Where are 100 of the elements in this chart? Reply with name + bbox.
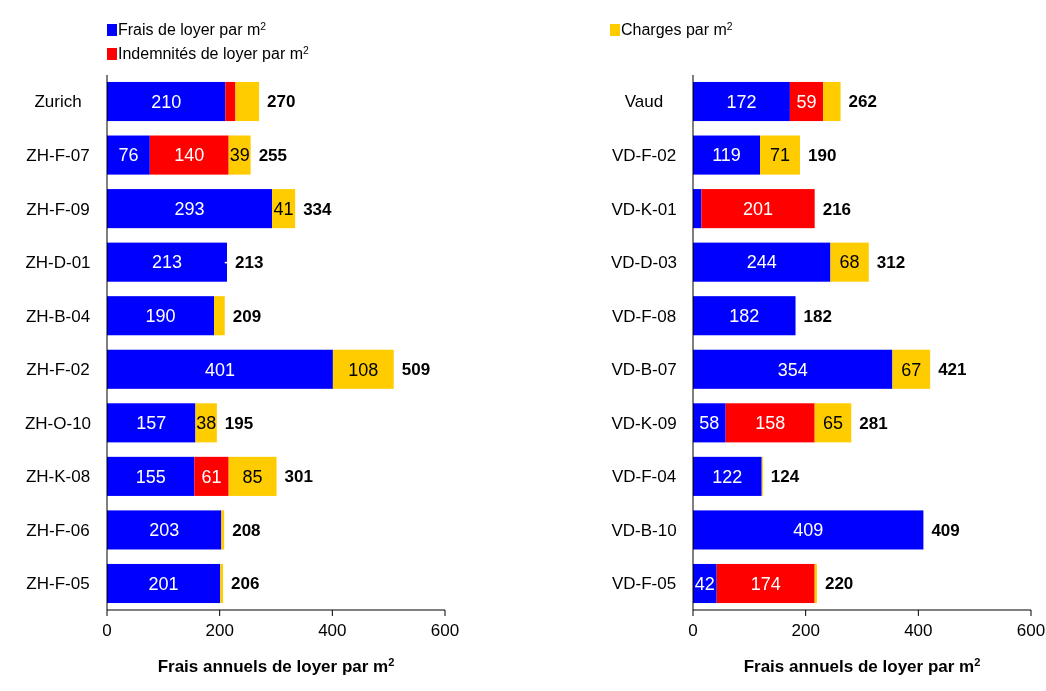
y-tick-label: ZH-F-07 bbox=[26, 146, 90, 166]
bar bbox=[228, 456, 277, 496]
data-label: 158 bbox=[755, 413, 786, 434]
bar bbox=[194, 456, 229, 496]
y-tick-label: Vaud bbox=[624, 92, 664, 112]
bar bbox=[693, 510, 924, 550]
data-label: 157 bbox=[136, 413, 167, 434]
y-tick-label: VD-K-01 bbox=[611, 199, 677, 219]
data-label: 244 bbox=[746, 252, 777, 273]
bar bbox=[107, 456, 195, 496]
bar bbox=[149, 135, 229, 175]
data-label: 42 bbox=[694, 573, 715, 594]
total-label: 409 bbox=[931, 520, 960, 540]
data-label: 293 bbox=[174, 198, 205, 219]
bar bbox=[214, 296, 225, 336]
y-tick-label: ZH-F-06 bbox=[26, 520, 90, 540]
data-label: 67 bbox=[901, 359, 922, 380]
data-label: 71 bbox=[770, 145, 791, 166]
bar bbox=[892, 349, 931, 389]
data-label: 203 bbox=[149, 520, 180, 541]
data-label: 58 bbox=[699, 413, 720, 434]
data-label: 201 bbox=[743, 198, 774, 219]
y-tick-label: Zurich bbox=[34, 92, 82, 112]
total-label: 195 bbox=[224, 413, 254, 433]
data-label: 41 bbox=[273, 198, 294, 219]
bar bbox=[107, 296, 215, 336]
data-label: 354 bbox=[777, 359, 808, 380]
data-label: 39 bbox=[229, 145, 250, 166]
data-label: 190 bbox=[145, 306, 176, 327]
y-tick-label: ZH-D-01 bbox=[25, 253, 91, 273]
data-label: 65 bbox=[822, 413, 843, 434]
y-tick-label: ZH-B-04 bbox=[25, 306, 91, 326]
bar bbox=[107, 349, 333, 389]
legend-label: Charges par m$^{2}$ bbox=[621, 20, 733, 38]
total-label: 220 bbox=[824, 574, 854, 594]
data-label: 409 bbox=[793, 520, 824, 541]
total-label: 182 bbox=[803, 306, 832, 326]
y-tick-label: VD-F-05 bbox=[611, 574, 677, 594]
data-label: 38 bbox=[196, 413, 217, 434]
y-tick-label: ZH-O-10 bbox=[24, 413, 92, 433]
bar bbox=[830, 242, 869, 282]
total-label: 509 bbox=[401, 360, 431, 380]
x-tick-label: 200 bbox=[791, 621, 820, 640]
data-label: 68 bbox=[839, 252, 860, 273]
bar bbox=[107, 510, 222, 550]
bar bbox=[693, 296, 796, 336]
data-label: 76 bbox=[118, 145, 139, 166]
bar bbox=[693, 456, 762, 496]
bar bbox=[107, 563, 221, 604]
data-label: 174 bbox=[750, 573, 781, 594]
bar bbox=[332, 349, 394, 389]
legend-label: Frais de loyer par m$^{2}$ bbox=[118, 20, 267, 38]
bar bbox=[693, 242, 831, 282]
data-label: 155 bbox=[135, 466, 166, 487]
total-label: 255 bbox=[258, 146, 288, 166]
data-label: 59 bbox=[796, 91, 817, 112]
bar bbox=[107, 242, 227, 282]
total-label: 209 bbox=[232, 306, 262, 326]
x-tick-label: 200 bbox=[205, 621, 234, 640]
y-tick-label: VD-D-03 bbox=[610, 253, 678, 273]
bar bbox=[693, 349, 893, 389]
data-label: 182 bbox=[729, 306, 760, 327]
total-label: 312 bbox=[876, 253, 906, 273]
bar bbox=[221, 510, 225, 550]
total-label: 421 bbox=[938, 360, 967, 380]
data-label: 119 bbox=[712, 145, 741, 166]
data-label: 108 bbox=[348, 359, 379, 380]
data-label: 61 bbox=[201, 466, 222, 487]
y-tick-label: VD-F-08 bbox=[611, 306, 677, 326]
data-label: 122 bbox=[712, 466, 743, 487]
data-label: 401 bbox=[204, 359, 235, 380]
data-label: 172 bbox=[726, 91, 757, 112]
x-tick-label: 0 bbox=[688, 621, 698, 640]
total-label: 190 bbox=[808, 146, 837, 166]
data-label: 85 bbox=[242, 466, 263, 487]
y-tick-label: VD-K-09 bbox=[611, 413, 677, 433]
y-tick-label: ZH-F-05 bbox=[26, 574, 90, 594]
total-label: 206 bbox=[231, 574, 260, 594]
data-label: - bbox=[223, 252, 230, 273]
bar bbox=[760, 135, 801, 175]
x-tick-label: 400 bbox=[318, 621, 347, 640]
bar bbox=[716, 563, 815, 604]
total-label: 262 bbox=[848, 92, 877, 112]
y-tick-label: VD-B-07 bbox=[611, 360, 677, 380]
total-label: 334 bbox=[303, 199, 333, 219]
x-axis-title: Frais annuels de loyer par m$^{2}$ bbox=[743, 656, 981, 676]
bar bbox=[225, 81, 236, 122]
data-label: 213 bbox=[151, 252, 183, 273]
x-axis-title: Frais annuels de loyer par m$^{2}$ bbox=[157, 656, 395, 676]
x-tick-label: 400 bbox=[904, 621, 933, 640]
total-label: 301 bbox=[284, 467, 313, 487]
bar bbox=[823, 81, 841, 122]
total-label: 216 bbox=[822, 199, 852, 219]
y-tick-label: VD-F-02 bbox=[611, 146, 677, 166]
data-label: 140 bbox=[174, 145, 205, 166]
bar bbox=[107, 135, 150, 175]
total-label: 281 bbox=[859, 413, 888, 433]
bar bbox=[235, 81, 260, 122]
x-tick-label: 600 bbox=[1016, 621, 1046, 640]
total-label: 208 bbox=[232, 520, 261, 540]
